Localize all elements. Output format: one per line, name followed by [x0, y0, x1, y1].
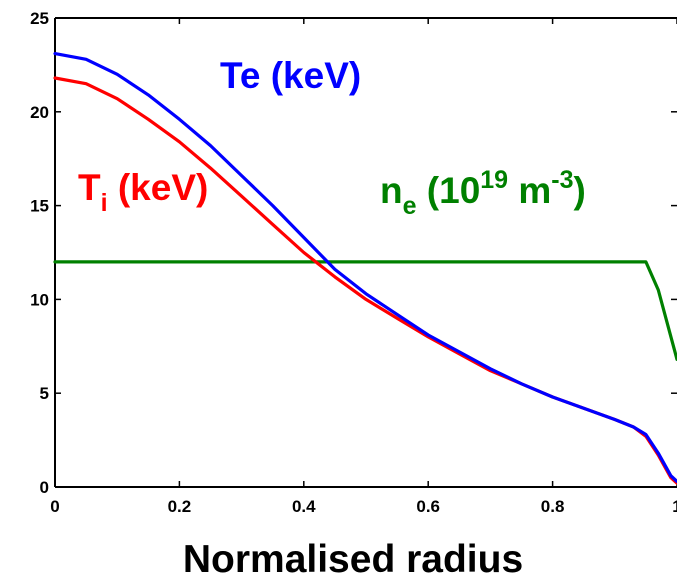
ne-sup1: 19	[480, 166, 508, 194]
y-axis-ticks: 0 5 10 15 20 25	[30, 9, 677, 497]
x-tick-label: 0.2	[168, 497, 192, 516]
ne-sup2: -3	[551, 166, 573, 194]
series-label-ne: ne (1019 m-3)	[380, 166, 586, 220]
y-tick-label: 15	[30, 197, 49, 216]
ne-main: n	[380, 170, 403, 211]
y-tick-label: 0	[40, 478, 49, 497]
ne-mid: (10	[417, 170, 481, 211]
y-tick-label: 20	[30, 103, 49, 122]
series-line-te	[53, 51, 677, 483]
ne-mid2: m	[508, 170, 551, 211]
ti-main: T	[78, 167, 101, 208]
series-lines	[53, 51, 677, 485]
y-tick-label: 10	[30, 290, 49, 309]
ti-sub: i	[101, 189, 108, 217]
series-line-ne	[53, 260, 677, 361]
y-tick-label: 25	[30, 9, 49, 28]
x-axis-ticks: 0 0.2 0.4 0.6 0.8 1	[50, 18, 677, 516]
x-tick-label: 0.8	[541, 497, 565, 516]
x-tick-label: 0.4	[292, 497, 316, 516]
ne-end: )	[574, 170, 586, 211]
ne-sub: e	[403, 192, 417, 220]
series-label-te: Te (keV)	[220, 55, 361, 96]
axes	[54, 17, 677, 488]
ti-rest: (keV)	[108, 167, 209, 208]
x-tick-label: 0	[50, 497, 59, 516]
y-tick-label: 5	[40, 384, 49, 403]
series-label-ti: Ti (keV)	[78, 167, 208, 217]
x-axis-label: Normalised radius	[183, 538, 523, 581]
series-line-ti	[53, 76, 677, 485]
x-tick-label: 1	[672, 497, 677, 516]
x-tick-label: 0.6	[416, 497, 440, 516]
